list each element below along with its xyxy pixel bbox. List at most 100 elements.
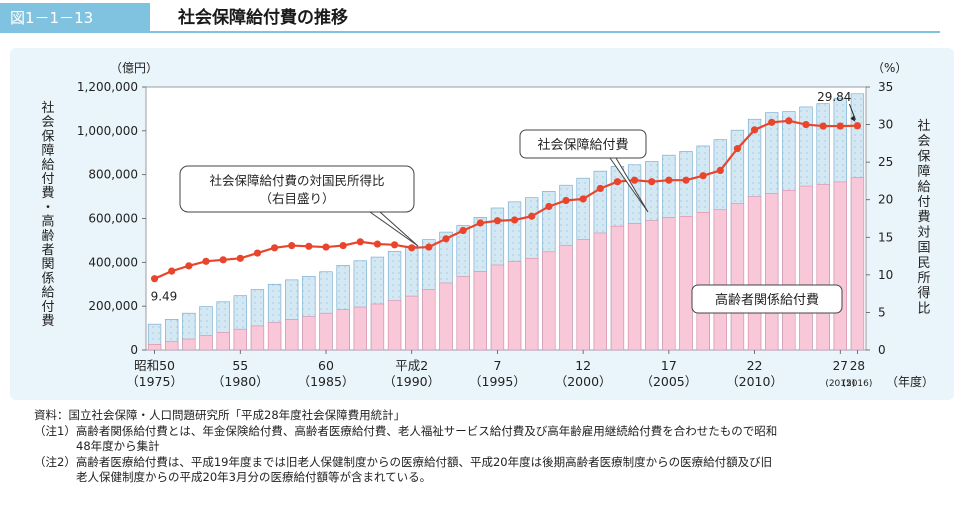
axis-title-char: 会 [41,115,54,130]
axis-title-char: ・ [41,200,54,215]
ratio-point [545,202,553,211]
x-tick-label: 22 [747,358,763,373]
bar-elderly [507,260,522,351]
left-tick-label: 800,000 [88,168,138,182]
bar-elderly [147,344,162,351]
bar-elderly [730,203,745,351]
axis-title-char: 者 [41,243,54,258]
callout-ratio-box [179,165,415,213]
ratio-point [202,257,210,265]
bar-elderly [542,251,556,351]
x-tick-sublabel: （2010） [726,374,783,389]
ratio-point [716,166,724,175]
callout-elderly-text: 高齢者関係給付費 [715,292,819,308]
chart-notes: 資料：国立社会保障・人口問題研究所「平成28年度社会保障費用統計」 （注1）高齢… [34,408,954,486]
right-tick-label: 20 [878,193,893,207]
left-tick-label: 0 [130,343,138,357]
left-tick-label: 1,200,000 [77,80,138,94]
ratio-point [510,216,519,224]
note-1-line-2: 48年度から集計 [76,439,160,453]
bar-elderly [662,217,676,351]
bar-elderly [319,312,333,351]
bar-elderly [439,282,453,351]
bar-elderly [285,319,299,351]
bar-elderly [713,209,727,351]
axis-title-char: 関 [41,257,54,272]
bar-elderly [799,185,813,351]
ratio-point [150,275,159,283]
axis-title-char: 付 [41,172,54,187]
x-axis-suffix: （年度） [886,374,934,389]
callout-ratio-pointer [368,211,419,247]
x-tick-label: 27 [833,359,848,373]
ratio-point [802,120,810,129]
bar-elderly [645,220,659,351]
x-tick-sublabel: （2000） [555,374,612,389]
ratio-point [270,244,279,252]
callout-total-box [519,129,647,159]
bar-elderly [765,193,779,351]
first-value-label: 9.49 [151,290,178,304]
bar-elderly [387,300,402,351]
axis-title-char: 社 [917,118,930,134]
x-tick-label: 17 [661,358,677,373]
ratio-point [459,226,467,235]
bar-elderly [302,316,316,351]
x-tick-sublabel: （1975） [126,374,183,389]
axis-title-char: 民 [917,256,930,271]
bar-elderly [233,328,247,351]
bar-elderly [576,239,590,351]
x-tick-sublabel: (2016) [842,379,872,389]
ratio-point [733,145,742,153]
x-tick-label: 12 [575,358,591,373]
ratio-point [305,242,313,250]
bar-elderly [165,341,179,351]
bar-elderly [353,306,367,351]
bar-elderly [182,338,196,351]
axis-title-char: 国 [917,241,930,256]
left-axis-title: 社会保障給付費・高齢者関係給付費 [41,100,54,329]
ratio-point [528,212,536,220]
axis-title-char: 社 [41,100,54,116]
ratio-point [853,122,862,130]
ratio-point [339,241,347,250]
right-tick-label: 10 [878,268,893,282]
right-tick-label: 15 [878,230,893,244]
axis-title-char: 得 [917,285,930,301]
right-tick-label: 25 [878,155,893,169]
x-tick-label: 昭和50 [134,358,175,373]
axis-title-char: 費 [41,314,54,329]
right-tick-label: 30 [878,118,893,132]
axis-title-char: 付 [41,300,54,315]
ratio-point [819,122,827,130]
callout-ratio-text-2: （右目盛り） [259,191,334,206]
axis-title-char: 障 [917,165,930,180]
ratio-point [699,172,707,180]
note-2-line-1: （注2）高齢者医療給付費は、平成19年度までは旧老人保健制度からの医療給付額、平… [34,454,773,469]
bar-elderly [370,303,385,351]
right-tick-label: 0 [878,343,886,357]
left-tick-label: 400,000 [88,255,138,269]
bar-elderly [422,289,436,351]
bar-elderly [473,271,487,351]
bar-elderly [525,258,539,351]
axis-title-char: 給 [41,286,54,301]
bar-elderly [696,212,710,351]
ratio-point [613,178,622,186]
source-note: 資料：国立社会保障・人口問題研究所「平成28年度社会保障費用統計」 [34,408,406,422]
axis-title-char: 比 [917,301,930,316]
left-tick-label: 200,000 [88,299,138,313]
ratio-point [425,243,433,251]
ratio-point [768,118,776,126]
x-tick-label: 28 [850,359,865,373]
ratio-point [356,238,364,246]
ratio-point [185,262,193,270]
ratio-point [750,126,759,134]
page-title: 社会保障給付費の推移 [178,8,348,28]
ratio-point [442,235,450,243]
axis-title-char: 所 [917,271,930,286]
ratio-point [785,117,793,125]
bar-elderly [267,322,282,351]
right-tick-label: 35 [878,80,893,94]
ratio-point [648,178,656,186]
